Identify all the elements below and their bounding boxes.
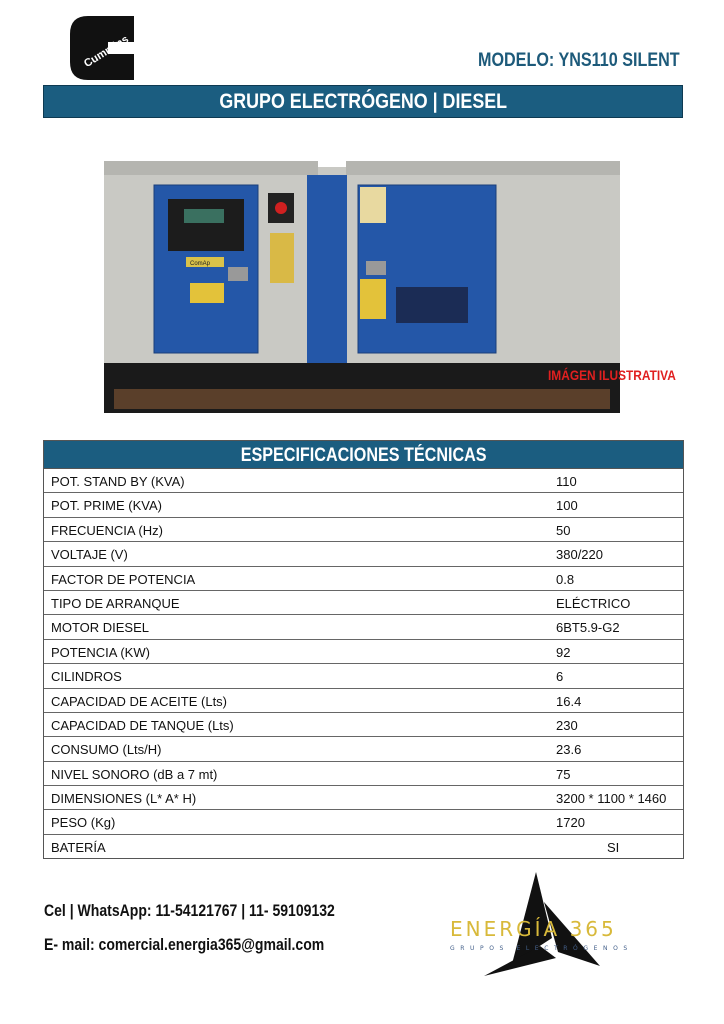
spec-row: POTENCIA (KW) 92 — [44, 640, 683, 665]
page-title: GRUPO ELECTRÓGENO | DIESEL — [219, 90, 507, 113]
spec-row: TIPO DE ARRANQUE ELÉCTRICO — [44, 591, 683, 616]
panel-label: ComAp — [190, 261, 211, 267]
spec-row: CILINDROS 6 — [44, 664, 683, 689]
spec-value: 23.6 — [556, 742, 582, 758]
title-banner: GRUPO ELECTRÓGENO | DIESEL — [43, 85, 683, 118]
spec-label: BATERÍA — [51, 839, 106, 855]
phone-contact: Cel | WhatsApp: 11-54121767 | 11- 591091… — [44, 902, 335, 920]
energia365-logo: ENERGÍA 365 GRUPOS ELECTRÓGENOS — [450, 872, 633, 976]
spec-row: CONSUMO (Lts/H) 23.6 — [44, 737, 683, 762]
spec-label: NIVEL SONORO (dB a 7 mt) — [51, 766, 218, 782]
spec-value: 3200 * 1100 * 1460 — [556, 791, 667, 807]
spec-row: POT. STAND BY (KVA) 110 — [44, 469, 683, 494]
spec-table: ESPECIFICACIONES TÉCNICAS POT. STAND BY … — [43, 440, 684, 860]
spec-label: FRECUENCIA (Hz) — [51, 522, 163, 538]
spec-value: 92 — [556, 644, 571, 660]
spec-row: FACTOR DE POTENCIA 0.8 — [44, 567, 683, 591]
spec-label: CONSUMO (Lts/H) — [51, 742, 162, 758]
spec-label: CAPACIDAD DE ACEITE (Lts) — [51, 693, 228, 709]
spec-label: TIPO DE ARRANQUE — [51, 595, 180, 611]
cummins-logo: Cummins — [70, 16, 134, 80]
spec-value: 16.4 — [556, 693, 582, 709]
spec-value: 230 — [556, 717, 578, 733]
spec-row: DIMENSIONES (L* A* H) 3200 * 1100 * 1460 — [44, 786, 683, 811]
spec-row: CAPACIDAD DE TANQUE (Lts) 230 — [44, 713, 683, 738]
generator-image: ComAp — [104, 161, 620, 413]
spec-label: POT. STAND BY (KVA) — [51, 474, 185, 489]
spec-label: VOLTAJE (V) — [51, 547, 128, 563]
spec-value: SI — [607, 839, 620, 855]
illustrative-caption: IMÁGEN ILUSTRATIVA — [548, 367, 676, 383]
spec-value: 380/220 — [556, 547, 603, 563]
spec-row: POT. PRIME (KVA) 100 — [44, 493, 683, 518]
spec-label: DIMENSIONES (L* A* H) — [51, 791, 197, 807]
spec-value: 75 — [556, 766, 571, 782]
email-contact: E- mail: comercial.energia365@gmail.com — [44, 936, 325, 954]
spec-value: 0.8 — [556, 571, 575, 587]
spec-row: MOTOR DIESEL 6BT5.9-G2 — [44, 615, 683, 640]
spec-value: ELÉCTRICO — [556, 595, 631, 611]
spec-row: FRECUENCIA (Hz) 50 — [44, 518, 683, 543]
spec-label: FACTOR DE POTENCIA — [51, 571, 196, 587]
spec-row: VOLTAJE (V) 380/220 — [44, 542, 683, 567]
spec-table-title: ESPECIFICACIONES TÉCNICAS — [240, 445, 487, 466]
spec-table-header: ESPECIFICACIONES TÉCNICAS — [44, 441, 683, 469]
spec-row: NIVEL SONORO (dB a 7 mt) 75 — [44, 762, 683, 787]
svg-text:ENERGÍA 365: ENERGÍA 365 — [450, 917, 617, 941]
spec-label: PESO (Kg) — [51, 815, 116, 831]
spec-label: POT. PRIME (KVA) — [51, 498, 162, 514]
spec-label: POTENCIA (KW) — [51, 644, 150, 660]
spec-value: 110 — [556, 474, 577, 489]
spec-value: 50 — [556, 522, 571, 538]
svg-text:GRUPOS ELECTRÓGENOS: GRUPOS ELECTRÓGENOS — [450, 945, 633, 952]
spec-label: MOTOR DIESEL — [51, 620, 150, 636]
spec-label: CILINDROS — [51, 669, 122, 685]
spec-row: CAPACIDAD DE ACEITE (Lts) 16.4 — [44, 689, 683, 713]
spec-value: 1720 — [556, 815, 585, 831]
spec-value: 100 — [556, 498, 578, 514]
spec-row: BATERÍA SI — [44, 835, 683, 858]
spec-value: 6BT5.9-G2 — [556, 620, 620, 636]
spec-row: PESO (Kg) 1720 — [44, 810, 683, 835]
spec-value: 6 — [556, 669, 564, 685]
spec-label: CAPACIDAD DE TANQUE (Lts) — [51, 717, 234, 733]
model-label: MODELO: YNS110 SILENT — [478, 50, 680, 71]
